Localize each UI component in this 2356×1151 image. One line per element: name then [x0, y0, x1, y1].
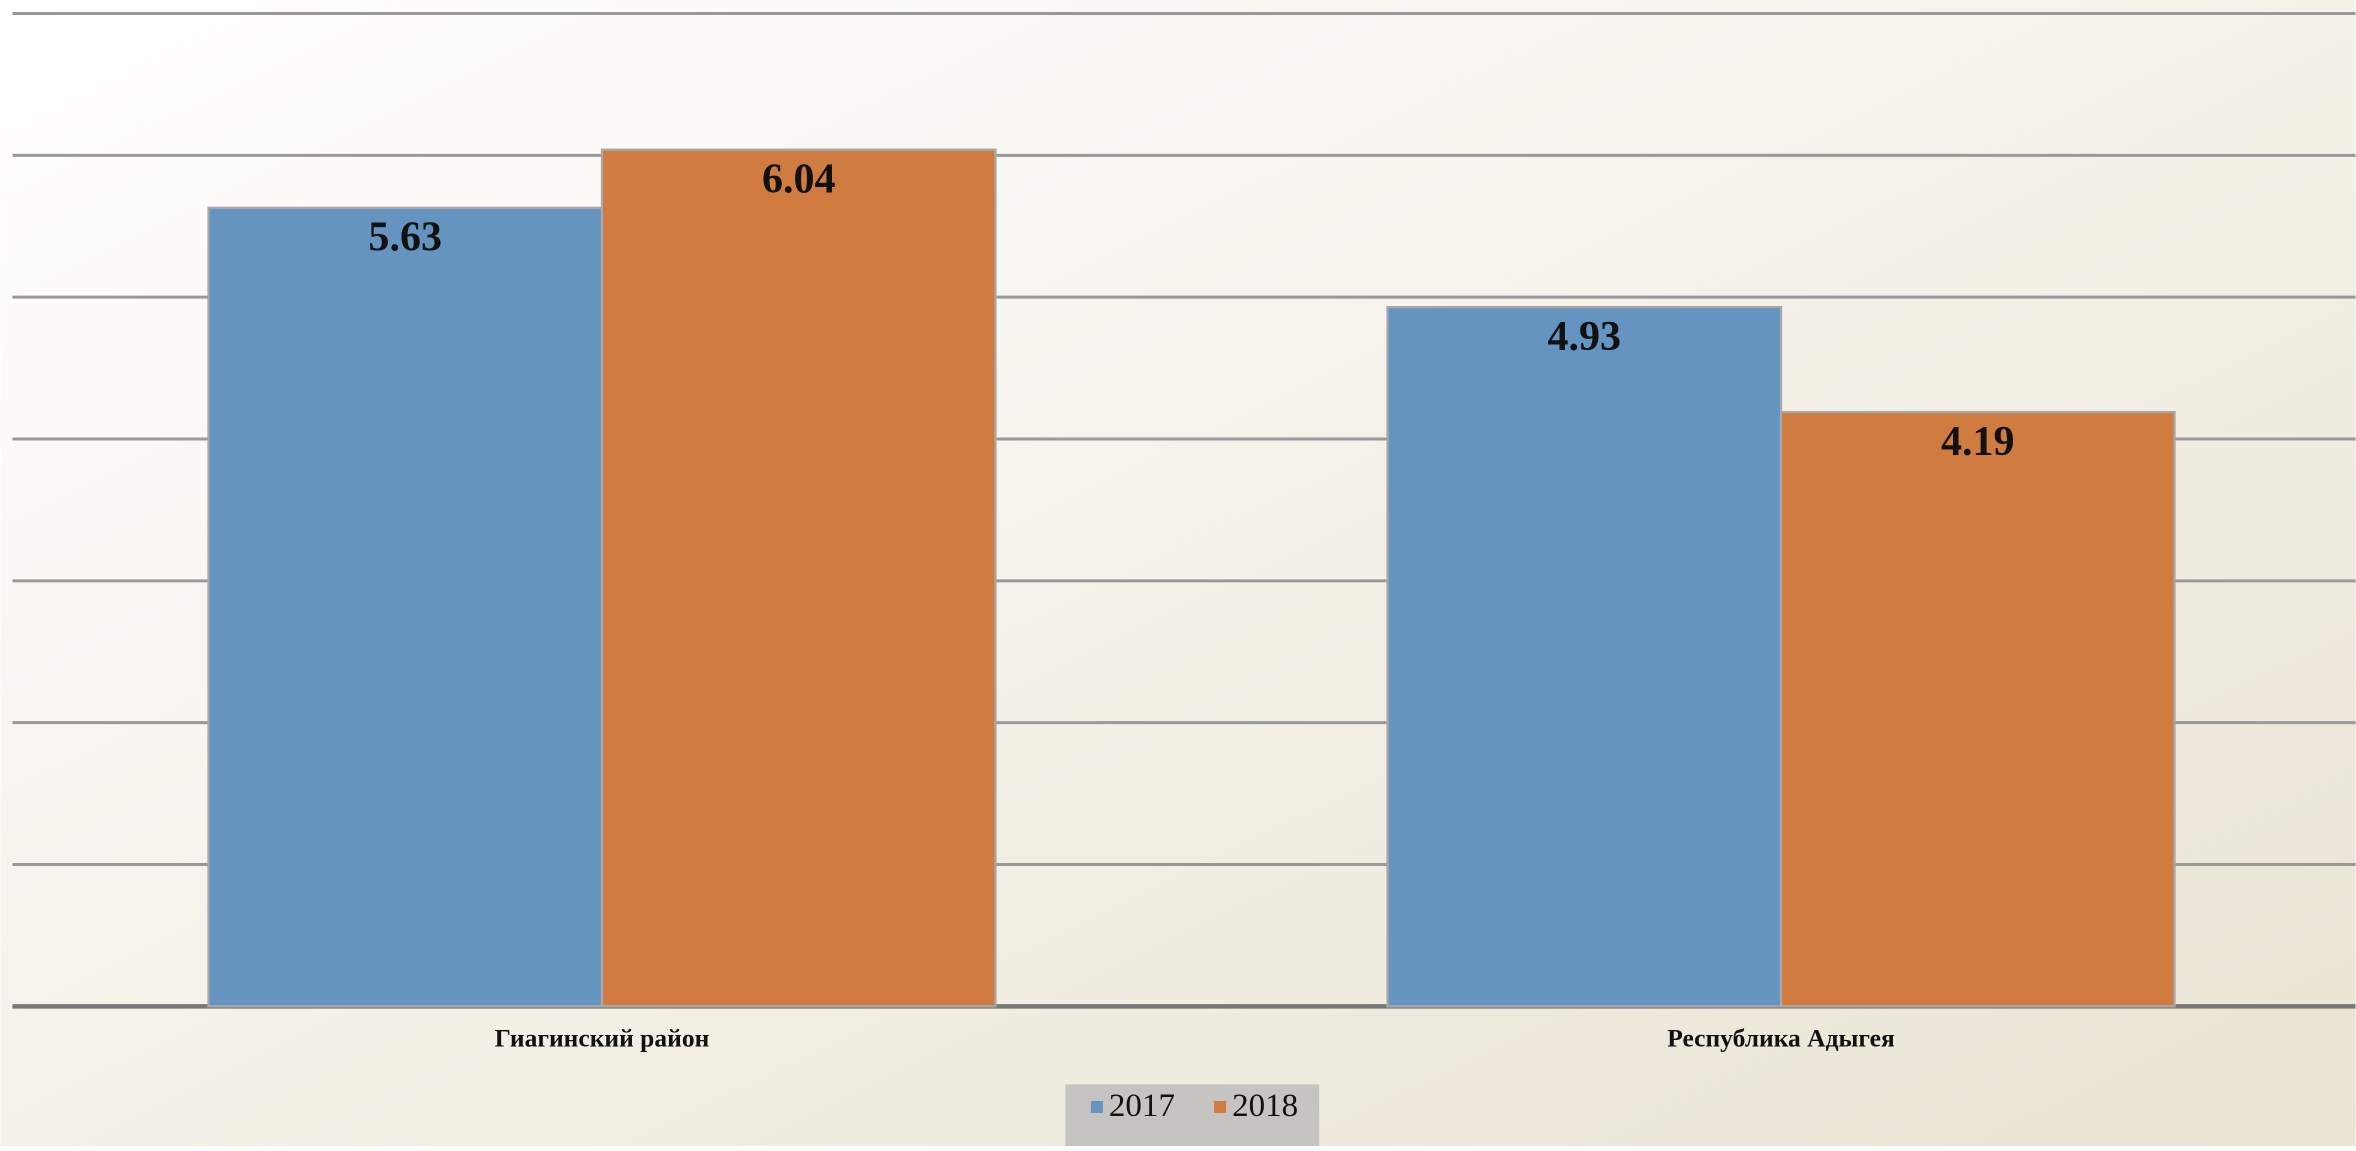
legend-box: [1065, 1084, 1320, 1146]
bar: [1386, 305, 1783, 1008]
data-label: 4.19: [1941, 419, 2015, 465]
legend-swatch: [1214, 1100, 1227, 1113]
data-label: 4.93: [1547, 314, 1621, 360]
x-tick-label: Республика Адыгея: [1667, 1024, 1895, 1053]
bar: [1779, 410, 2176, 1008]
bar: [600, 148, 997, 1008]
legend-label: 2018: [1232, 1088, 1298, 1124]
legend-label: 2017: [1109, 1088, 1175, 1124]
data-label: 6.04: [762, 156, 836, 202]
x-tick-label: Гиагинский район: [495, 1024, 710, 1053]
bar: [207, 206, 604, 1008]
data-label: 5.63: [368, 215, 442, 261]
legend-swatch: [1090, 1100, 1103, 1113]
